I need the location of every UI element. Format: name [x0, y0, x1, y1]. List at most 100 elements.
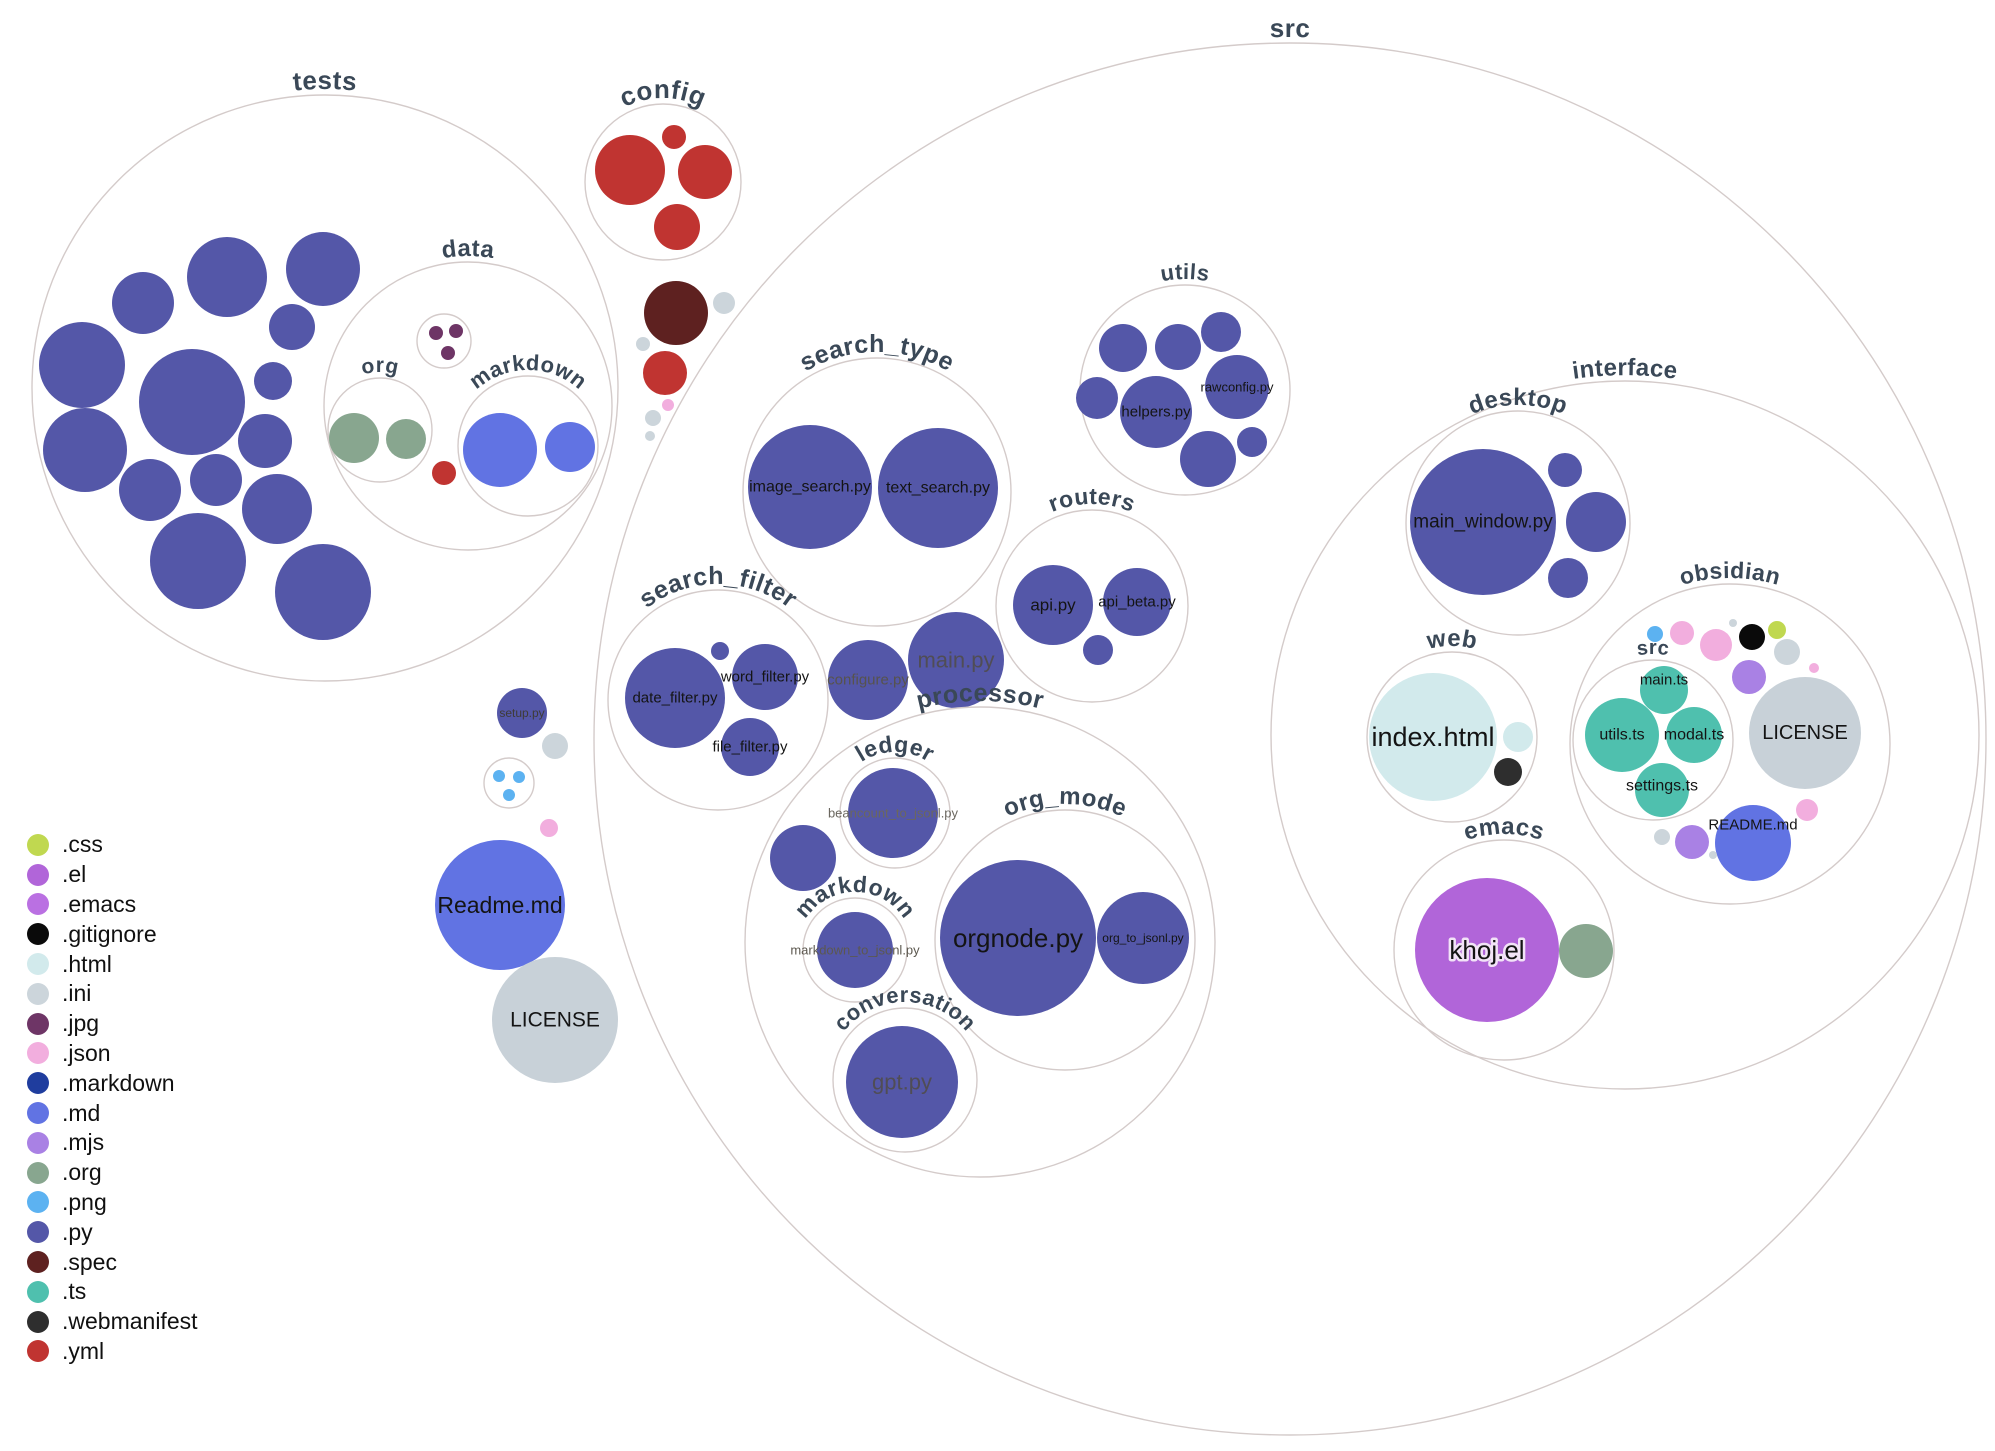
- file-circle-index.html: [1369, 673, 1497, 801]
- file-circle-gpt.py: [846, 1026, 958, 1138]
- folder-label-src: src: [1636, 637, 1671, 660]
- folder-label-org: org: [359, 354, 400, 379]
- file-circle-LICENSE: [1749, 677, 1861, 789]
- legend-label: .yml: [62, 1337, 105, 1364]
- legend-swatch-md-icon: [27, 1102, 49, 1125]
- legend-swatch-ts-icon: [27, 1280, 49, 1303]
- file-circle-yml: [432, 461, 456, 485]
- legend-label: .webmanifest: [62, 1308, 198, 1335]
- folder-circle-tests: [31, 94, 619, 682]
- file-label-file_filter.py: file_filter.py: [712, 739, 788, 756]
- folder-label-utils: utils: [1159, 259, 1212, 286]
- folder-label-emacs: emacs: [1461, 813, 1548, 846]
- file-circle-py: [770, 825, 836, 891]
- file-circle-modal.ts: [1666, 707, 1722, 763]
- file-circle-khoj.el: [1415, 878, 1559, 1022]
- file-circle-ini: [636, 337, 650, 351]
- folder-label-interface: interface: [1571, 354, 1680, 385]
- legend-item-png: .png: [27, 1188, 198, 1218]
- file-label-index.html: index.html: [1371, 722, 1494, 752]
- file-circle-utils.ts: [1585, 698, 1659, 772]
- file-circle-py: [139, 349, 245, 455]
- folder-circle-unnamed: [483, 757, 535, 809]
- file-circle-org: [329, 413, 379, 463]
- legend-swatch-jpg-icon: [27, 1012, 49, 1035]
- file-circle-md: [463, 413, 537, 487]
- legend-swatch-json-icon: [27, 1042, 49, 1065]
- file-circle-org_to_jsonl.py: [1097, 892, 1189, 984]
- folder-label-src: src: [1269, 13, 1310, 43]
- file-circle-png: [503, 789, 515, 801]
- file-circle-py: [1083, 635, 1113, 665]
- legend-item-ini: .ini: [27, 979, 198, 1009]
- file-circle-gitignore: [1739, 624, 1765, 650]
- file-circle-json: [1796, 799, 1818, 821]
- folder-label-search_type: search_type: [795, 330, 959, 377]
- file-circle-py: [43, 408, 127, 492]
- folder-label-processor: processor: [914, 679, 1047, 715]
- folder-circle-desktop: [1405, 410, 1631, 636]
- file-label-markdown_to_jsonl.py: markdown_to_jsonl.py: [790, 943, 920, 958]
- folder-circle-web: [1366, 651, 1538, 823]
- legend-label: .mjs: [62, 1129, 105, 1156]
- file-circle-json: [540, 819, 558, 837]
- file-label-gpt.py: gpt.py: [872, 1070, 932, 1095]
- file-circle-beancount_to_jsonl.py: [848, 768, 938, 858]
- legend-label: .ts: [62, 1278, 87, 1305]
- folder-label-routers: routers: [1045, 483, 1139, 517]
- legend-item-ts: .ts: [27, 1277, 198, 1307]
- folder-label-data: data: [440, 235, 496, 264]
- file-circle-org: [386, 419, 426, 459]
- file-label-README.md: README.md: [1708, 817, 1797, 834]
- file-circle-ini: [542, 733, 568, 759]
- legend-label: .md: [62, 1099, 101, 1126]
- file-circle-text_search.py: [878, 428, 998, 548]
- file-label-LICENSE: LICENSE: [1762, 722, 1848, 744]
- legend-item-el: .el: [27, 860, 198, 890]
- file-circle-yml: [678, 145, 732, 199]
- legend-label: .gitignore: [62, 920, 157, 947]
- file-circle-py: [39, 322, 125, 408]
- file-circle-py: [1548, 558, 1588, 598]
- legend-label: .py: [62, 1218, 93, 1245]
- folder-label-tests: tests: [292, 65, 359, 97]
- legend-item-css: .css: [27, 830, 198, 860]
- file-circle-rawconfig.py: [1205, 355, 1269, 419]
- file-circle-ini: [1709, 851, 1717, 859]
- file-label-beancount_to_jsonl.py: beancount_to_jsonl.py: [828, 806, 959, 821]
- legend-item-webmanifest: .webmanifest: [27, 1307, 198, 1337]
- file-circle-image_search.py: [748, 425, 872, 549]
- file-label-helpers.py: helpers.py: [1121, 404, 1191, 421]
- file-circle-ini: [645, 410, 661, 426]
- file-circle-webmanifest: [1494, 758, 1522, 786]
- file-circle-configure.py: [828, 640, 908, 720]
- legend-item-jpg: .jpg: [27, 1009, 198, 1039]
- folder-circle-routers: [995, 509, 1189, 703]
- file-circle-py: [1099, 324, 1147, 372]
- folder-circle-src: [1572, 659, 1734, 821]
- legend-swatch-yml-icon: [27, 1340, 49, 1363]
- folder-circle-processor: [744, 706, 1216, 1178]
- file-circle-ini: [713, 292, 735, 314]
- file-label-main.py: main.py: [917, 648, 994, 673]
- file-circle-py: [1566, 492, 1626, 552]
- legend-swatch-markdown-icon: [27, 1072, 49, 1095]
- file-label-orgnode.py: orgnode.py: [953, 923, 1083, 953]
- folder-circle-search_filter: [607, 589, 829, 811]
- file-label-LICENSE: LICENSE: [510, 1009, 600, 1032]
- legend-item-html: .html: [27, 949, 198, 979]
- folder-label-web: web: [1424, 625, 1480, 655]
- legend-swatch-css-icon: [27, 833, 49, 856]
- file-circle-main_window.py: [1410, 449, 1556, 595]
- file-circle-css: [1768, 621, 1786, 639]
- file-circle-yml: [595, 135, 665, 205]
- file-circle-jpg: [429, 326, 443, 340]
- legend-swatch-emacs-icon: [27, 893, 49, 916]
- file-circle-yml: [662, 125, 686, 149]
- file-label-Readme.md: Readme.md: [437, 892, 562, 918]
- folder-circle-conversation: [832, 1007, 978, 1153]
- legend-item-md: .md: [27, 1098, 198, 1128]
- legend-label: .json: [62, 1039, 111, 1066]
- file-circle-date_filter.py: [625, 648, 725, 748]
